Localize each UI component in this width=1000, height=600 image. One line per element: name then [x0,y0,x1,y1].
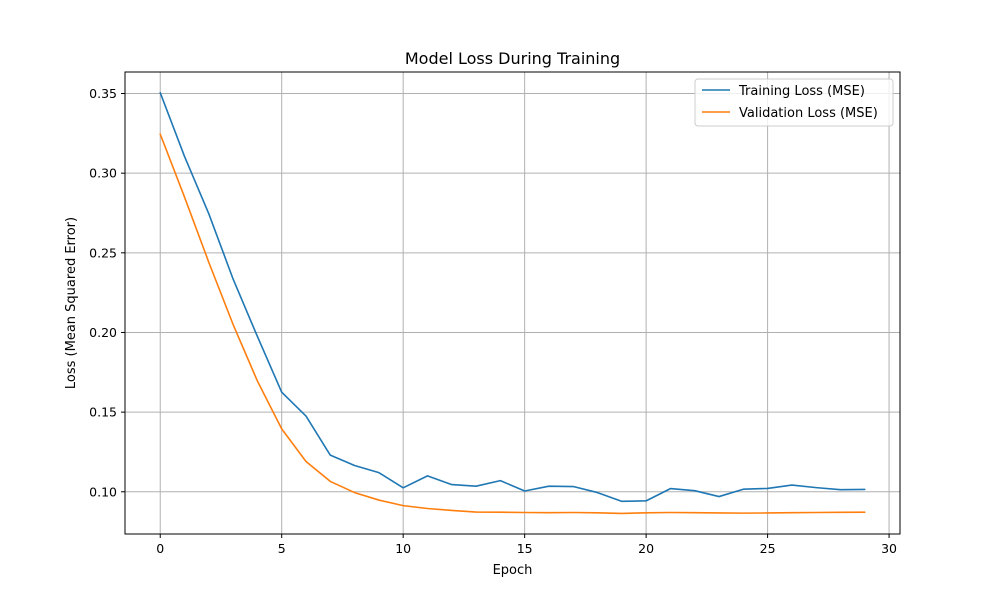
plot-area-frame [124,71,901,535]
validation-loss-line [159,133,866,515]
chart-title: Model Loss During Training [405,49,620,68]
training-loss-line [159,91,866,503]
legend: Training Loss (MSE) Validation Loss (MSE… [694,78,894,127]
x-tick-label: 20 [638,541,654,556]
x-tick-label: 0 [156,541,164,556]
y-tick-label: 0.10 [89,484,117,499]
y-tick-label: 0.25 [89,245,117,260]
x-tick-label: 15 [517,541,533,556]
series-layer [159,91,866,515]
y-tick-label: 0.35 [89,86,117,101]
grid [125,72,900,534]
y-tick-label: 0.30 [89,166,117,181]
legend-label-validation: Validation Loss (MSE) [739,106,878,121]
axis-ticks: 0 5 10 15 20 25 30 0.10 0.15 0.20 0.25 0.30 0.35 [89,86,897,556]
y-tick-label: 0.20 [89,325,117,340]
y-tick-label: 0.15 [89,405,117,420]
y-axis-label: Loss (Mean Squared Error) [64,217,79,389]
x-tick-label: 5 [278,541,286,556]
x-tick-label: 25 [760,541,776,556]
legend-label-training: Training Loss (MSE) [738,84,865,99]
legend-box [694,78,894,127]
x-axis-label: Epoch [493,563,533,578]
x-tick-label: 10 [395,541,411,556]
x-tick-label: 30 [881,541,897,556]
